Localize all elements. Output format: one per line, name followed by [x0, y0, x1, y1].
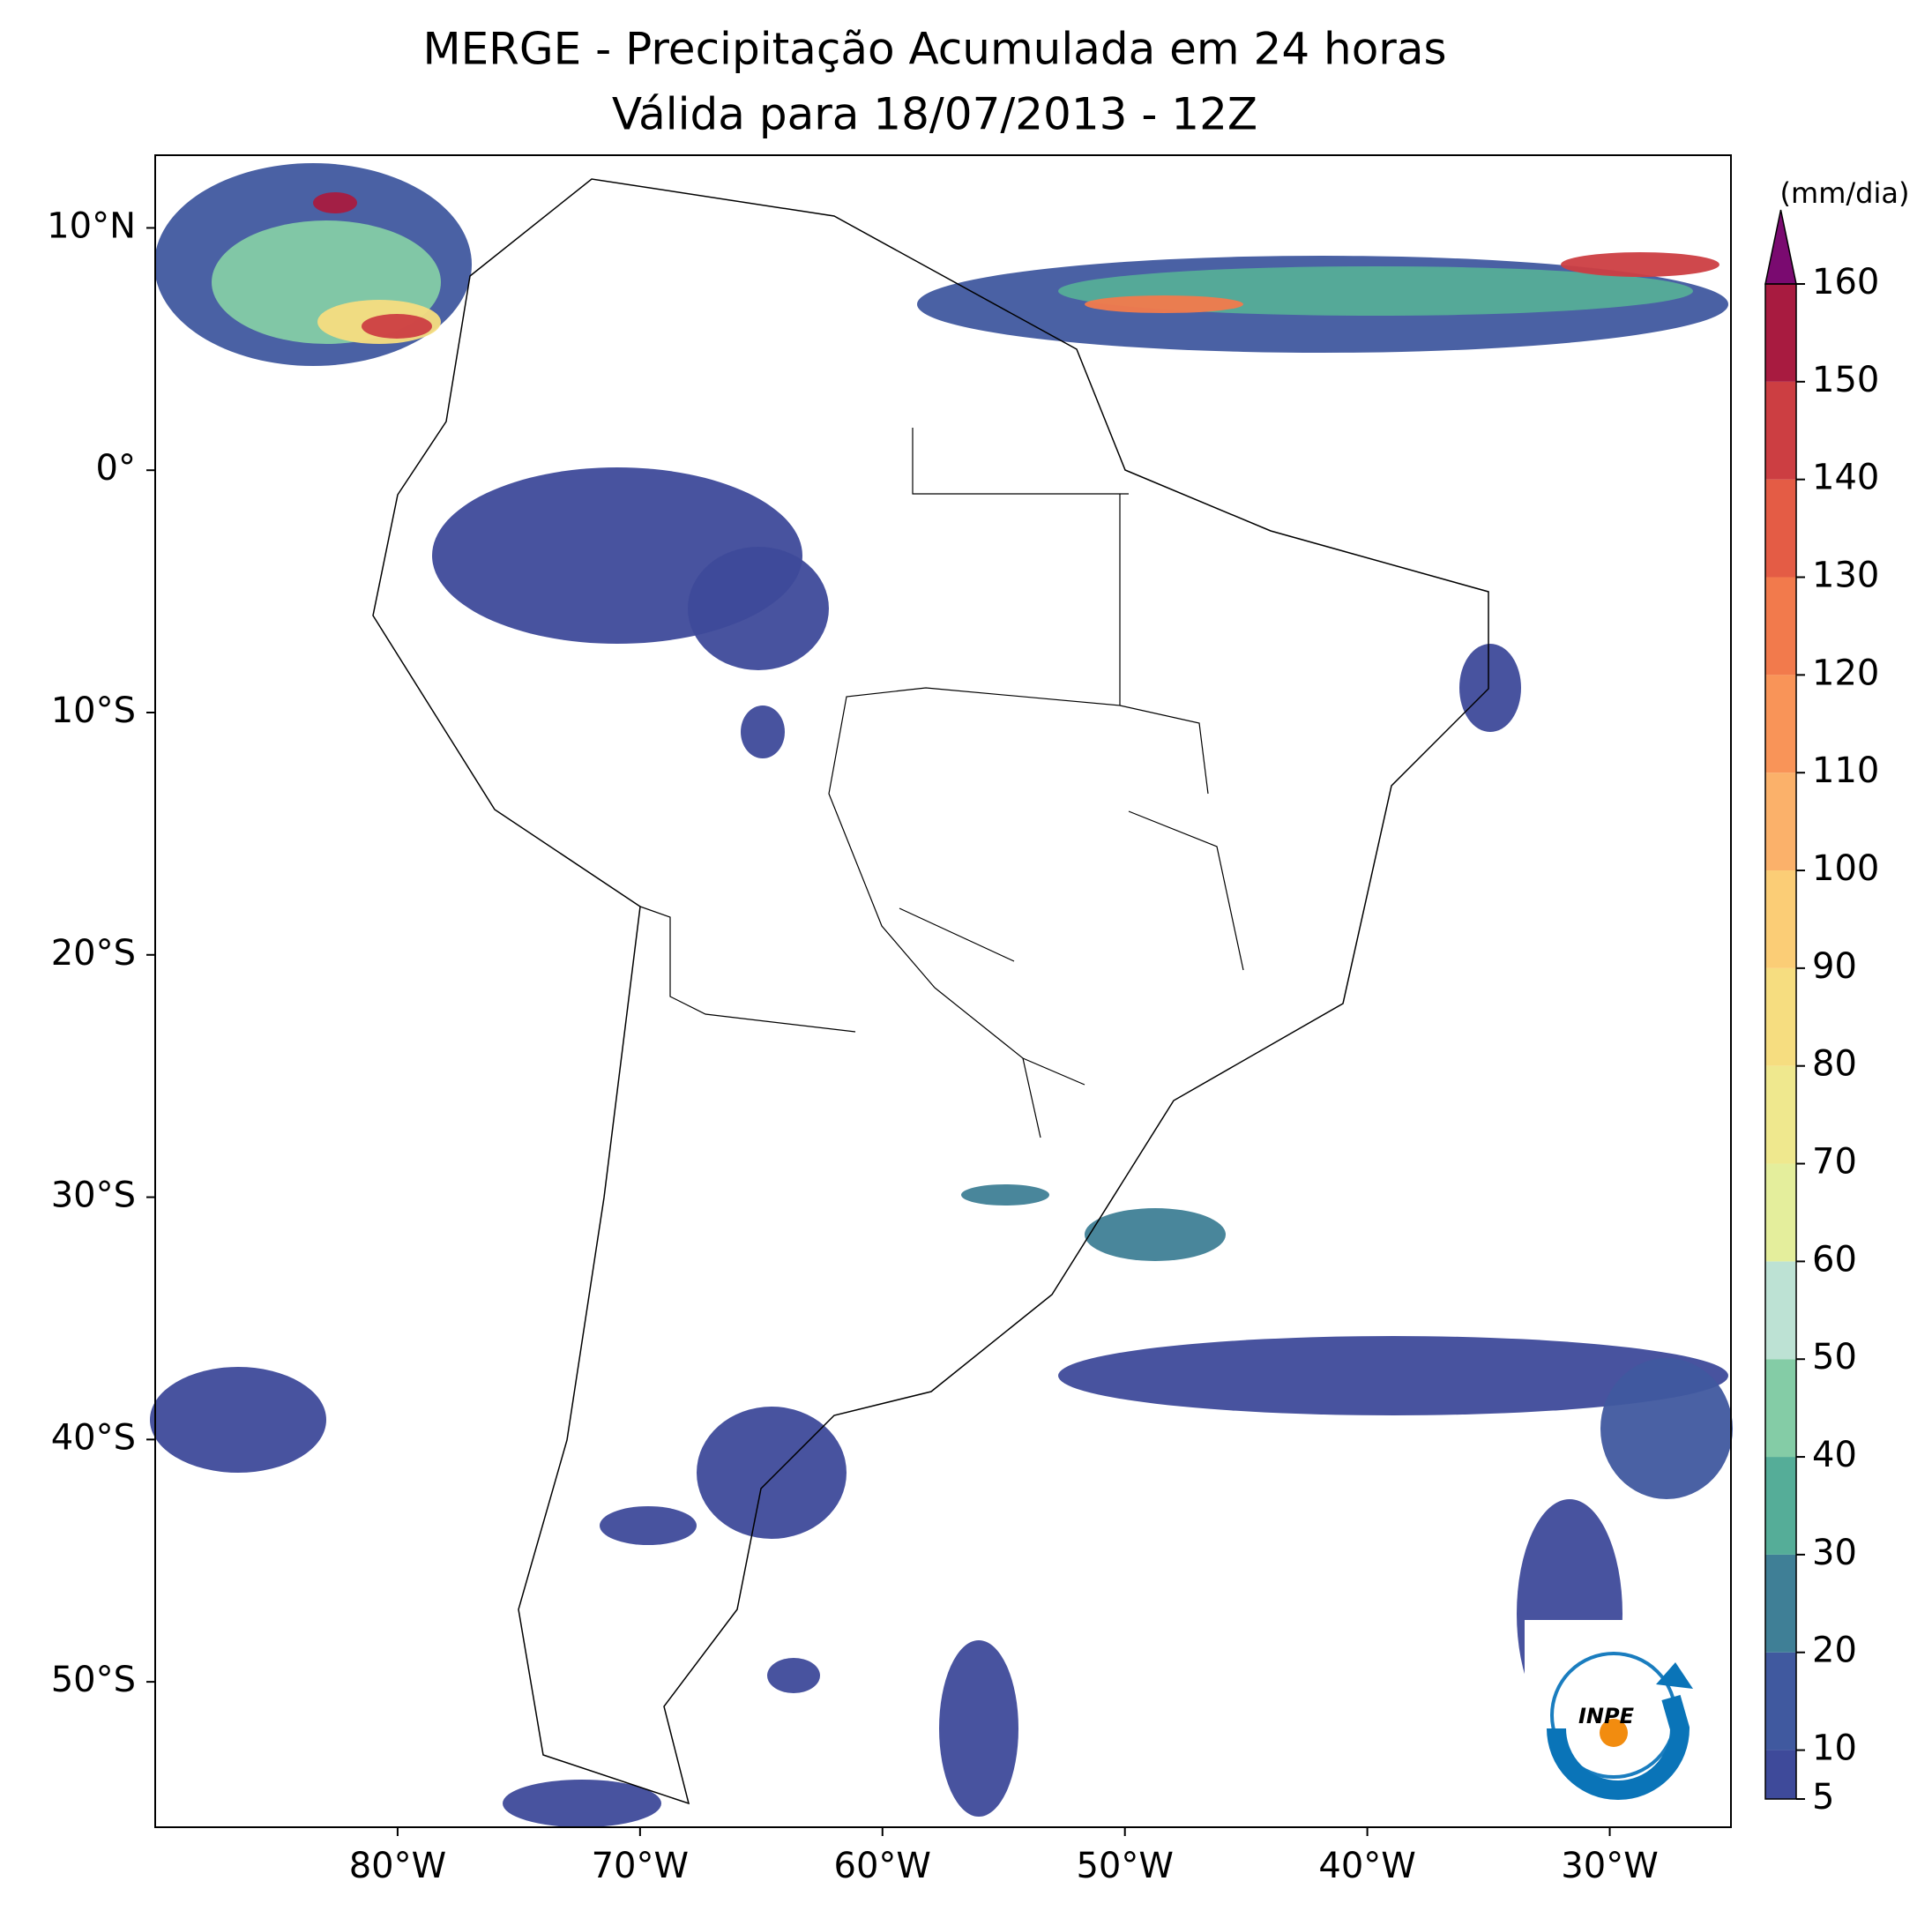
borders [639, 428, 1244, 1138]
coastline [372, 178, 1489, 1805]
logo-arrow [1656, 1662, 1693, 1689]
colorbar-tick-label: 70 [1812, 1142, 1857, 1183]
x-tick-label: 60°W [834, 1846, 931, 1886]
colorbar-tick-label: 100 [1812, 848, 1879, 889]
colorbar-band [1765, 773, 1796, 871]
colorbar-band [1765, 1065, 1796, 1164]
colorbar-band [1765, 1163, 1796, 1262]
y-tick-label: 20°S [51, 933, 136, 974]
y-tick-label: 50°S [51, 1660, 136, 1700]
colorbar-tick-label: 160 [1812, 262, 1879, 302]
y-tick-label: 40°S [51, 1417, 136, 1458]
colorbar-band [1765, 381, 1796, 480]
precip-area [767, 1658, 820, 1693]
colorbar-tick-label: 150 [1812, 360, 1879, 400]
precip-area [1058, 1336, 1728, 1415]
x-tick-label: 40°W [1318, 1846, 1415, 1886]
colorbar-band [1765, 577, 1796, 676]
colorbar-tick-label: 40 [1812, 1435, 1857, 1475]
colorbar-tick-label: 10 [1812, 1728, 1857, 1769]
logo-swoosh [1547, 1694, 1690, 1800]
colorbar-band [1765, 967, 1796, 1066]
precip-area [939, 1640, 1018, 1817]
colorbar-tick-label: 120 [1812, 653, 1879, 693]
colorbar-tick-label: 80 [1812, 1044, 1857, 1085]
colorbar-band [1765, 1359, 1796, 1458]
precip-area [1085, 1208, 1226, 1261]
precip-area [1561, 252, 1719, 277]
colorbar-tick-label: 140 [1812, 458, 1879, 498]
x-tick-label: 30°W [1561, 1846, 1658, 1886]
y-tick-label: 30°S [51, 1176, 136, 1216]
colorbar-band [1765, 284, 1796, 382]
logo-text: INPE [1578, 1704, 1635, 1728]
colorbar-frame [1764, 283, 1797, 1800]
colorbar-band [1765, 479, 1796, 578]
precip-area [503, 1780, 661, 1827]
colorbar-band [1765, 1554, 1796, 1653]
colorbar-band [1765, 1261, 1796, 1360]
colorbar-label: (mm/dia) [1780, 176, 1910, 210]
precip-area [741, 705, 785, 758]
logo: INPE [1525, 1620, 1728, 1821]
precip-area [1459, 644, 1521, 732]
map-area: INPE [150, 154, 1733, 1828]
colorbar-tick-label: 20 [1812, 1631, 1857, 1671]
precip-area [688, 547, 829, 670]
colorbar-band [1765, 1457, 1796, 1555]
map-frame [154, 154, 1732, 1828]
precip-area [313, 192, 357, 213]
colorbar-tick-label: 50 [1812, 1337, 1857, 1377]
precip-area [1085, 295, 1243, 313]
colorbar-tick-label: 130 [1812, 556, 1879, 596]
logo-dot [1600, 1719, 1628, 1747]
colorbar-band [1765, 1652, 1796, 1751]
colorbar-band [1765, 1750, 1796, 1799]
chart-title: MERGE - Precipitação Acumulada em 24 hor… [422, 24, 1446, 75]
precip-area [1600, 1358, 1733, 1499]
precip-area [362, 314, 432, 339]
x-tick-label: 70°W [592, 1846, 689, 1886]
x-tick-label: 50°W [1076, 1846, 1173, 1886]
colorbar-tick-label: 110 [1812, 750, 1879, 791]
colorbar-tick-label: 5 [1812, 1777, 1834, 1818]
y-tick-label: 10°S [51, 690, 136, 731]
colorbar-tick-label: 60 [1812, 1239, 1857, 1280]
precip-area [150, 1367, 326, 1473]
colorbar-extend [1764, 209, 1797, 285]
chart-subtitle: Válida para 18/07/2013 - 12Z [612, 89, 1257, 140]
precip-area [961, 1184, 1049, 1206]
colorbar-band [1765, 870, 1796, 968]
colorbar-band [1765, 675, 1796, 773]
x-tick-label: 80°W [349, 1846, 446, 1886]
precip-area [600, 1506, 697, 1545]
colorbar-tick-label: 30 [1812, 1533, 1857, 1573]
colorbar-tick-label: 90 [1812, 946, 1857, 987]
y-tick-label: 10°N [47, 205, 136, 246]
y-tick-label: 0° [96, 448, 136, 489]
map-background [155, 155, 1731, 1827]
